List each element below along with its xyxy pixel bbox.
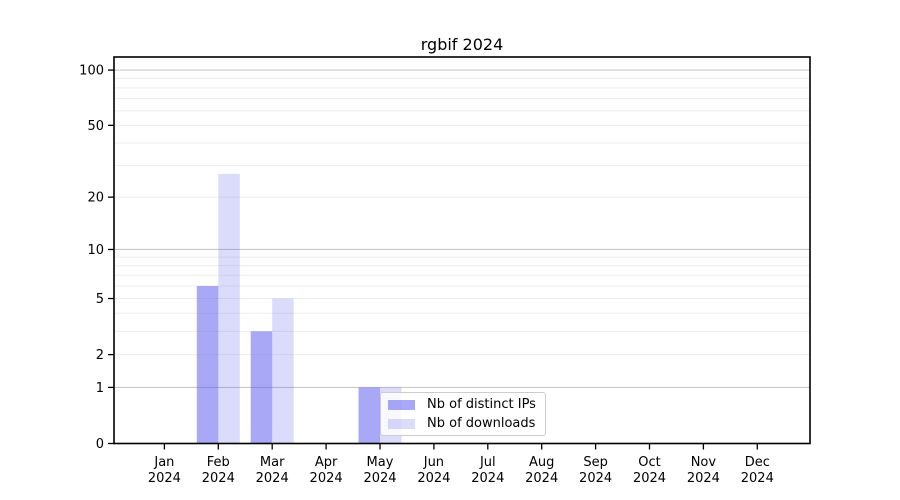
x-tick-label-month: Jan	[153, 455, 174, 470]
x-tick-label-year: 2024	[741, 471, 774, 486]
y-tick-label: 50	[87, 119, 104, 134]
x-tick-label-month: Oct	[638, 455, 660, 470]
x-tick-label-year: 2024	[525, 471, 558, 486]
x-tick-label-month: Mar	[260, 455, 285, 470]
x-tick-label-year: 2024	[256, 471, 289, 486]
legend: Nb of distinct IPs Nb of downloads	[380, 392, 546, 436]
x-tick-label-month: Jun	[423, 455, 444, 470]
x-tick-label-year: 2024	[310, 471, 343, 486]
bar-downloads	[272, 298, 294, 444]
legend-swatch-downloads-icon	[388, 418, 415, 429]
y-tick-label: 5	[96, 292, 104, 307]
x-tick-label-year: 2024	[417, 471, 450, 486]
bar-downloads	[218, 173, 240, 444]
x-tick-label-month: Dec	[745, 455, 770, 470]
x-tick-label-month: Nov	[691, 455, 717, 470]
x-tick-label-year: 2024	[687, 471, 720, 486]
x-tick-label-month: May	[367, 455, 394, 470]
legend-item-distinct-ips: Nb of distinct IPs	[388, 397, 545, 412]
x-tick-label-month: Sep	[583, 455, 608, 470]
legend-item-downloads: Nb of downloads	[388, 416, 545, 431]
bar-distinct-ips	[250, 331, 273, 444]
x-tick-label-year: 2024	[471, 471, 504, 486]
y-tick-label: 0	[96, 437, 104, 452]
x-tick-label-year: 2024	[363, 471, 396, 486]
x-tick-label-year: 2024	[579, 471, 612, 486]
legend-label-downloads: Nb of downloads	[427, 416, 536, 431]
y-tick-label: 2	[96, 348, 104, 363]
plot-frame	[113, 56, 811, 445]
x-tick-label-month: Feb	[207, 455, 230, 470]
x-tick-label-year: 2024	[202, 471, 235, 486]
bar-distinct-ips	[358, 387, 380, 444]
x-tick-label-month: Jul	[479, 455, 496, 470]
chart-title: rgbif 2024	[420, 35, 504, 54]
y-tick-label: 20	[87, 191, 104, 206]
legend-label-distinct-ips: Nb of distinct IPs	[427, 397, 536, 412]
x-tick-label-year: 2024	[148, 471, 181, 486]
x-tick-label-month: Aug	[529, 455, 554, 470]
x-tick-label-month: Apr	[315, 455, 338, 470]
x-tick-label-year: 2024	[633, 471, 666, 486]
y-tick-label: 1	[96, 381, 104, 396]
bar-distinct-ips	[196, 286, 219, 444]
y-tick-label: 10	[87, 243, 104, 258]
y-tick-label: 100	[79, 64, 104, 79]
legend-swatch-distinct-ips-icon	[388, 399, 415, 410]
